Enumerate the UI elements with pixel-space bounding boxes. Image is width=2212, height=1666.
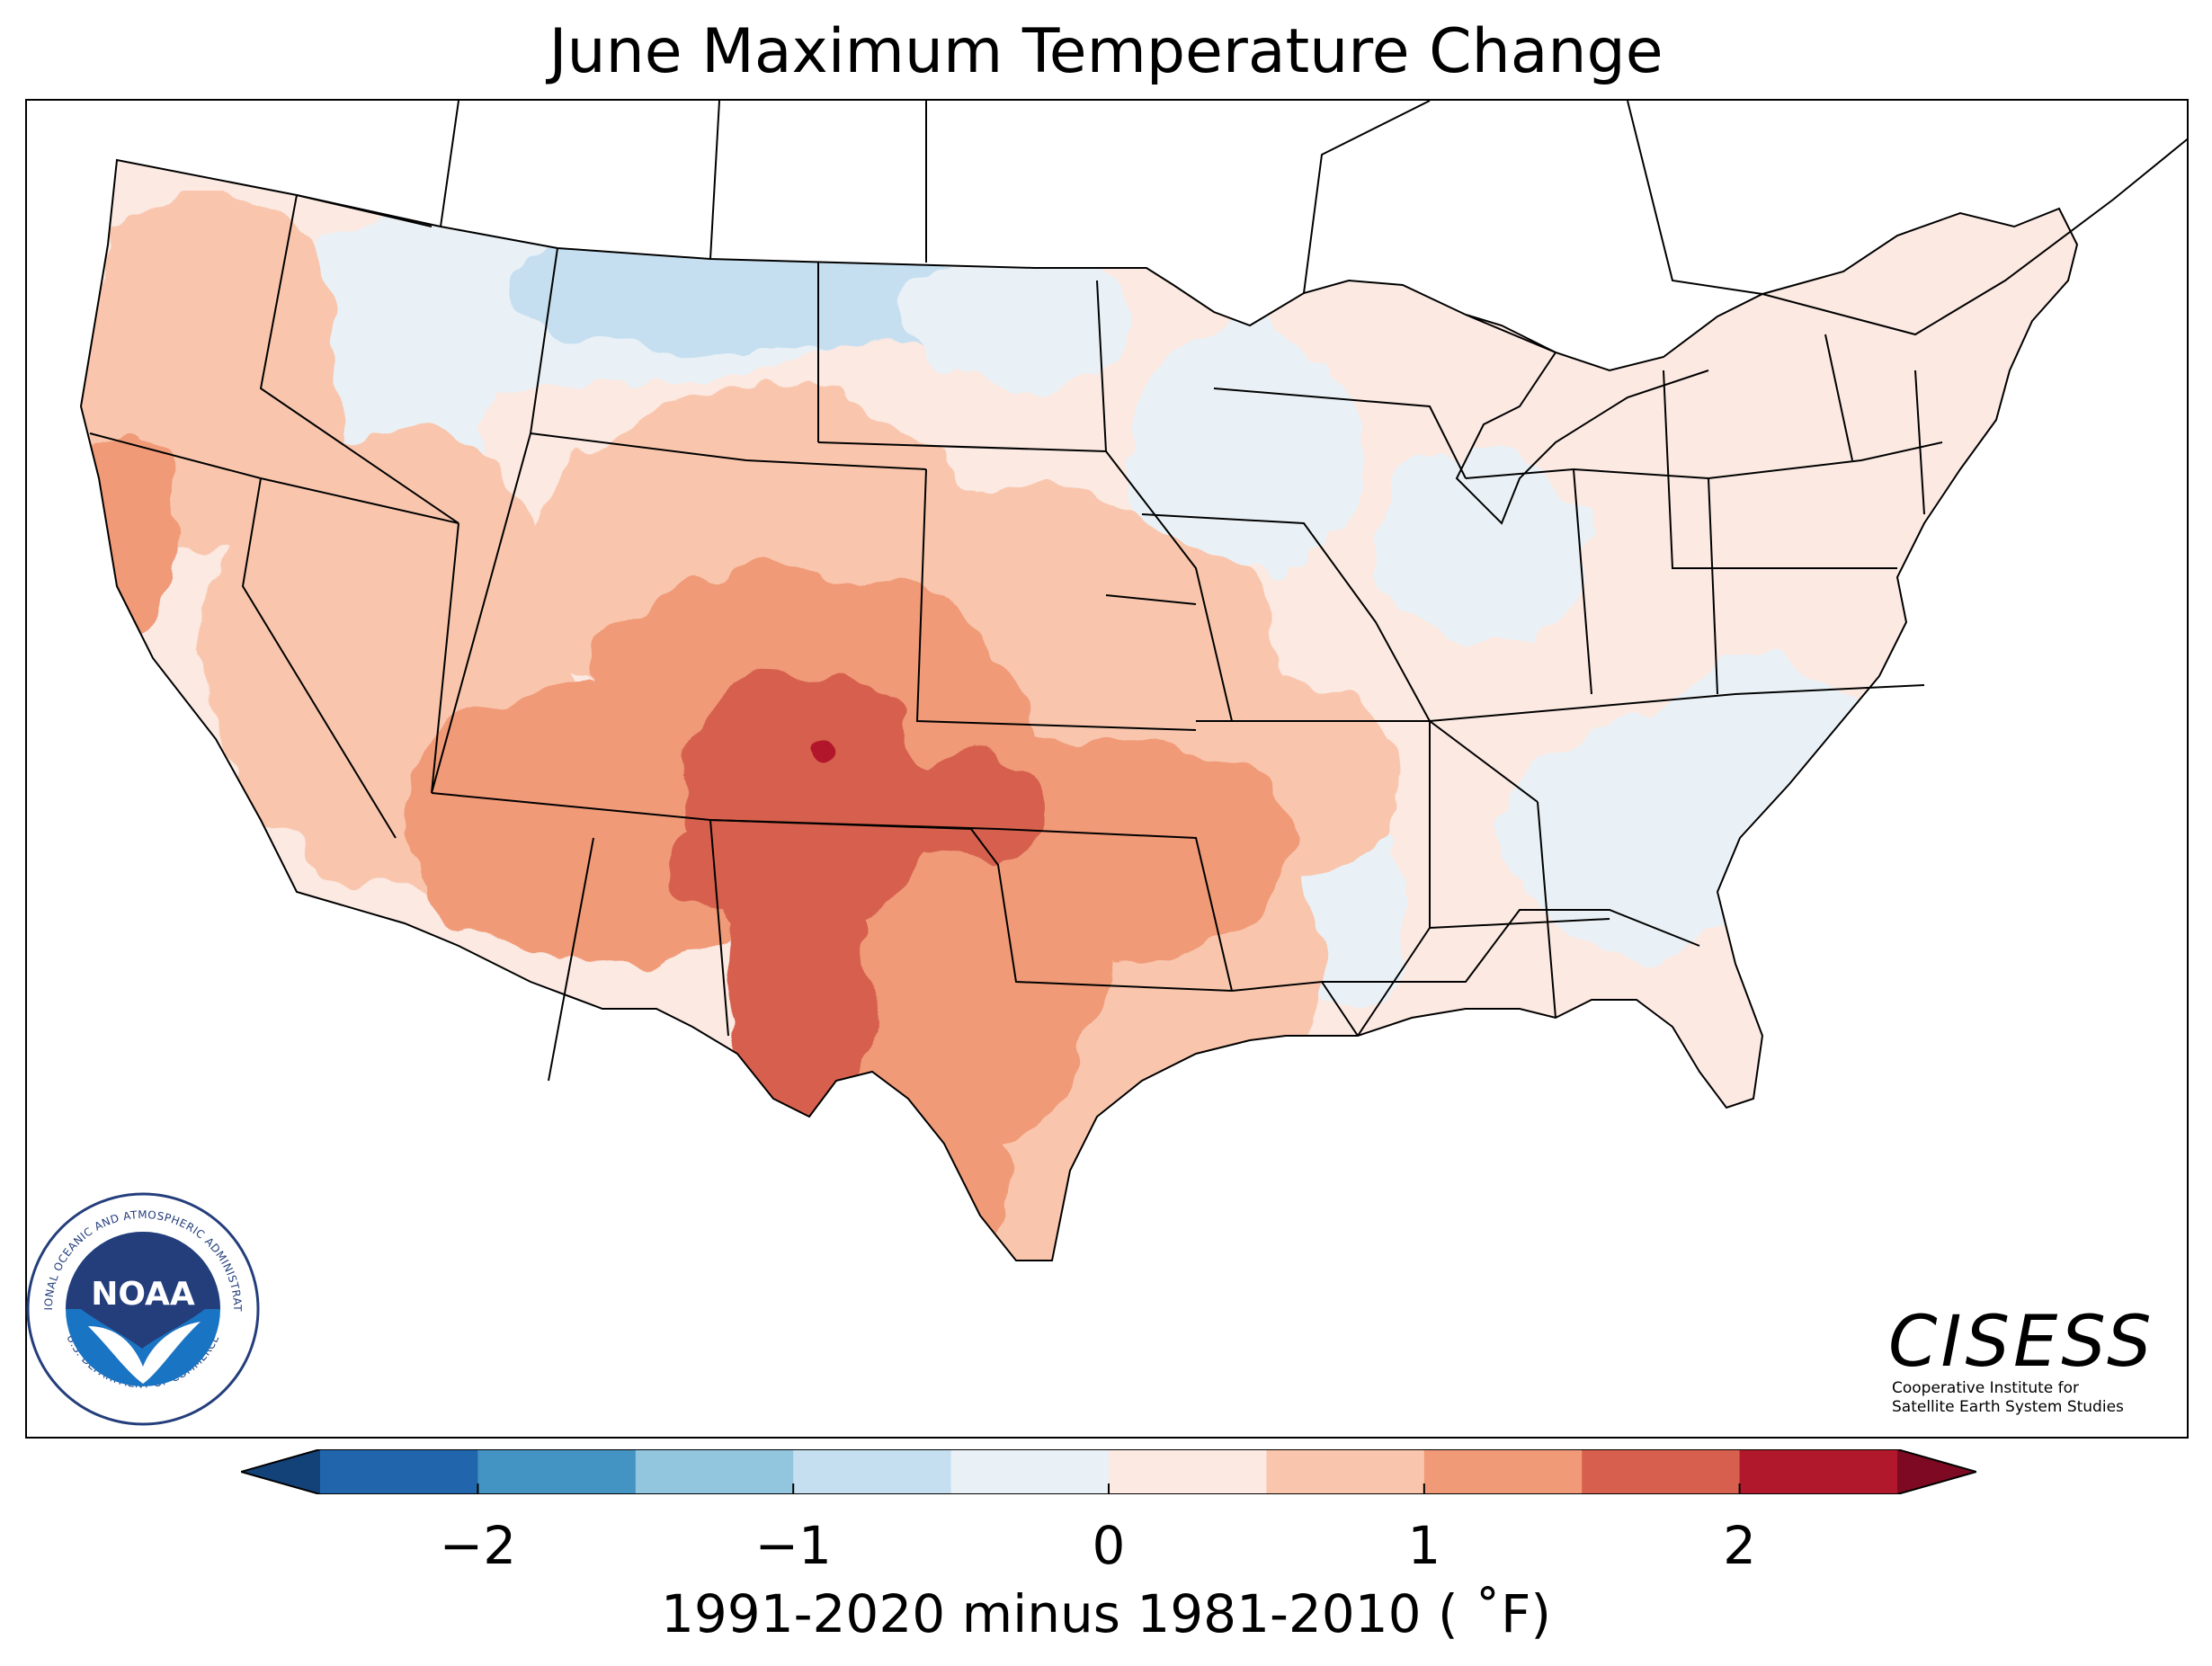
temperature-change-map xyxy=(79,101,2187,1261)
colorbar-tick-label: −2 xyxy=(439,1515,517,1576)
colorbar-segment xyxy=(1739,1449,1898,1494)
map-panel xyxy=(25,99,2189,1439)
colorbar-segment xyxy=(635,1449,794,1494)
colorbar-tick-label: 2 xyxy=(1723,1515,1757,1576)
colorbar-extend-low xyxy=(241,1449,320,1494)
colorbar-segment xyxy=(320,1449,478,1494)
noaa-wordmark: NOAA xyxy=(91,1276,195,1313)
colorbar xyxy=(241,1449,1976,1494)
colorbar-tick-label: 1 xyxy=(1407,1515,1441,1576)
cisess-line2: Satellite Earth System Studies xyxy=(1892,1398,2124,1416)
colorbar-segment xyxy=(950,1449,1110,1494)
colorbar-segment xyxy=(1266,1449,1425,1494)
cisess-logo: CISESS Cooperative Institute for Satelli… xyxy=(1888,1305,2158,1431)
international-borders xyxy=(440,101,2187,525)
cisess-wordmark: CISESS xyxy=(1888,1302,2155,1383)
noaa-logo: NATIONAL OCEANIC AND ATMOSPHERIC ADMINIS… xyxy=(25,1191,260,1426)
colorbar-extend-high xyxy=(1897,1449,1976,1494)
colorbar-label: 1991-2020 minus 1981-2010 ( ˚F) xyxy=(661,1583,1551,1644)
colorbar-segment xyxy=(793,1449,952,1494)
state-borders xyxy=(79,158,2079,1261)
colorbar-segment xyxy=(1582,1449,1741,1494)
colorbar-tick-label: 0 xyxy=(1092,1515,1126,1576)
temperature-field xyxy=(81,160,2077,1261)
cisess-line1: Cooperative Institute for xyxy=(1892,1379,2080,1397)
colorbar-tick-label: −1 xyxy=(754,1515,832,1576)
colorbar-segment xyxy=(477,1449,637,1494)
map-title: June Maximum Temperature Change xyxy=(549,16,1663,87)
colorbar-segment xyxy=(1109,1449,1267,1494)
colorbar-segment xyxy=(1423,1449,1583,1494)
